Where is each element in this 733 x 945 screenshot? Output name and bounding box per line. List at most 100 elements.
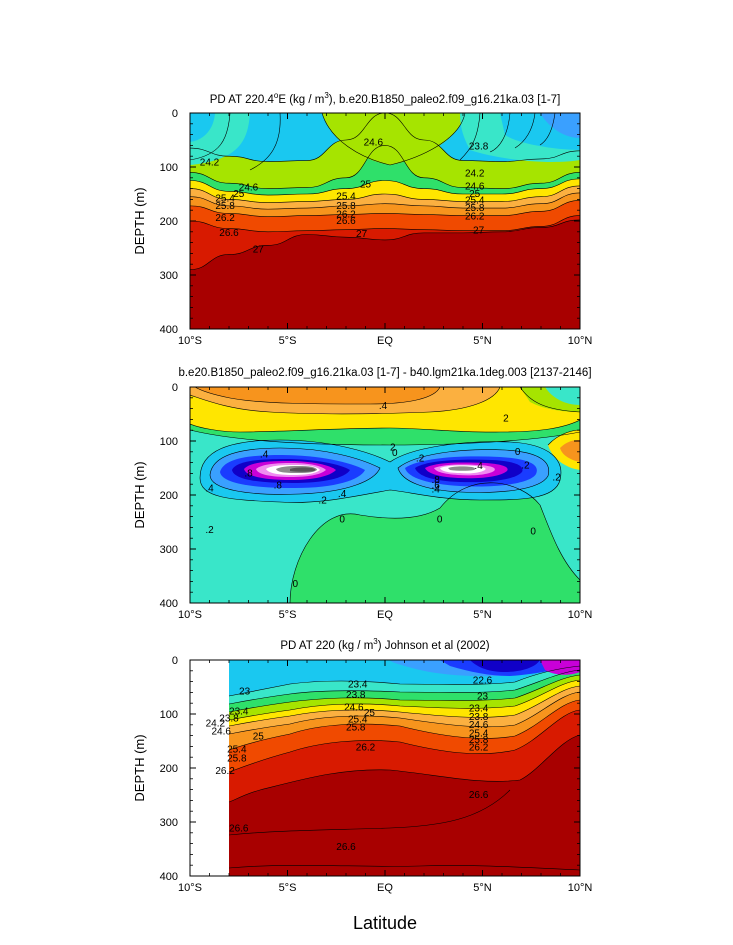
contour-line — [190, 200, 580, 217]
panel-1-title: PD AT 220.4oE (kg / m3), b.e20.B1850_pal… — [210, 91, 561, 106]
contour-label: 25.4 — [465, 195, 485, 206]
panel-3-contour-lines — [228, 665, 580, 871]
surface-contour-line — [321, 113, 466, 166]
contour-label: 24.6 — [465, 181, 485, 192]
x-tick-label: 10°N — [568, 609, 593, 621]
density-band — [190, 113, 580, 189]
contour-label: .4 — [260, 450, 269, 461]
x-tick-label: 10°S — [178, 335, 202, 347]
contour-label: 23.4 — [348, 679, 368, 690]
x-tick-label: 5°S — [279, 882, 297, 894]
x-tick-label: EQ — [377, 609, 393, 621]
panel-1-contour-labels: 24.224.62525.425.826.226.62724.62525.425… — [200, 138, 489, 256]
density-band — [190, 185, 580, 210]
panel-3-title: PD AT 220 (kg / m3) Johnson et al (2002) — [280, 637, 489, 652]
contour-label: 23 — [477, 692, 489, 703]
contour-label: 0 — [530, 527, 536, 538]
contour-label: .4 — [474, 461, 483, 472]
panel-3-axes: 10°S 5°S EQ 5°N 10°N 0 100 200 300 400 — [160, 655, 593, 894]
density-band — [190, 178, 580, 203]
panel-1-ylabel: DEPTH (m) — [132, 187, 147, 254]
panel-3-plot-area — [228, 660, 580, 876]
x-tick-label: 5°S — [279, 609, 297, 621]
contour-label: 25 — [469, 189, 481, 200]
density-band — [190, 215, 580, 270]
surface-contour-line — [514, 113, 536, 149]
contour-label: 23.4 — [229, 706, 249, 717]
panel-2-grey-dark-south — [290, 467, 316, 472]
contour-label: 0 — [515, 447, 521, 458]
y-tick-label: 0 — [172, 655, 178, 667]
y-tick-label: 300 — [160, 544, 178, 556]
panel-2-contour-labels: .42.420.20.4.2.2.8.8.4.4.2.8.6.40 0.2 00 — [205, 401, 561, 590]
contour-label: 27 — [356, 229, 368, 240]
x-tick-label: 10°S — [178, 609, 202, 621]
surface-contour-line — [249, 113, 281, 171]
contour-line — [190, 145, 580, 189]
y-tick-label: 300 — [160, 270, 178, 282]
contour-label: 26.2 — [465, 212, 485, 223]
contour-label: 2 — [503, 413, 509, 424]
panel-3-navy-band — [470, 660, 540, 672]
contour-label: .8 — [244, 468, 253, 479]
y-tick-label: 400 — [160, 324, 178, 336]
contour-label: 27 — [473, 226, 485, 237]
contour-label: 23.4 — [469, 704, 489, 715]
contour-label: 26.2 — [215, 766, 235, 777]
contour-label: 25.4 — [336, 192, 356, 203]
x-tick-label: 10°N — [568, 882, 593, 894]
contour-label: 22.6 — [473, 676, 493, 687]
contour-label: 23 — [239, 686, 251, 697]
contour-label: 25.8 — [215, 201, 235, 212]
panel-2-contour-lines — [190, 387, 580, 603]
y-tick-label: 200 — [160, 216, 178, 228]
y-tick-label: 100 — [160, 162, 178, 174]
panel-2-plot-area — [190, 387, 580, 603]
contour-label: 24.6 — [211, 726, 231, 737]
panel-3: PD AT 220 (kg / m3) Johnson et al (2002) — [132, 637, 592, 894]
panel-2-orange-region — [195, 387, 440, 404]
density-band — [190, 145, 580, 196]
panel-2-ylabel: DEPTH (m) — [132, 461, 147, 528]
contour-label: 25 — [364, 708, 376, 719]
contour-label: 24.2 — [200, 158, 220, 169]
contour-label: .4 — [432, 485, 441, 496]
contour-label: .4 — [338, 489, 347, 500]
panel-2-cyan-corner — [545, 387, 580, 405]
contour-label: .2 — [416, 453, 425, 464]
contour-label: 26.2 — [356, 742, 376, 753]
contour-label: 23.8 — [219, 713, 239, 724]
contour-label: 2 — [390, 442, 396, 453]
contour-label: 0 — [293, 579, 299, 590]
contour-label: .8 — [274, 480, 283, 491]
contour-label: .2 — [318, 495, 327, 506]
contour-label: 26.6 — [336, 842, 356, 853]
contour-label: .2 — [521, 460, 530, 471]
contour-label: 25.4 — [227, 745, 247, 756]
x-tick-label: 10°S — [178, 882, 202, 894]
panel-3-ylabel: DEPTH (m) — [132, 734, 147, 801]
contour-label: .6 — [432, 480, 441, 491]
surface-density-patch — [540, 113, 580, 138]
contour-label: 25.4 — [469, 728, 489, 739]
contour-line — [190, 219, 580, 270]
panel-1-density-fill — [190, 113, 580, 329]
contour-label: 25.8 — [336, 201, 356, 212]
contour-label: 26.6 — [469, 790, 489, 801]
contour-label: 26.6 — [336, 216, 356, 227]
contour-label: .2 — [552, 473, 561, 484]
contour-label: 24.6 — [239, 183, 259, 194]
panel-2-title: b.e20.B1850_paleo2.f09_g16.21ka.03 [1-7]… — [178, 367, 591, 379]
contour-line — [190, 215, 580, 233]
y-tick-label: 100 — [160, 709, 178, 721]
panel-2-grey-north — [448, 466, 476, 471]
contour-label: 27 — [253, 245, 265, 256]
y-tick-label: 300 — [160, 817, 178, 829]
contour-label: .4 — [379, 401, 388, 412]
contour-label: 26.2 — [215, 213, 235, 224]
contour-line — [190, 178, 580, 196]
panel-2: b.e20.B1850_paleo2.f09_g16.21ka.03 [1-7]… — [132, 367, 592, 621]
contour-label: 25.8 — [465, 203, 485, 214]
